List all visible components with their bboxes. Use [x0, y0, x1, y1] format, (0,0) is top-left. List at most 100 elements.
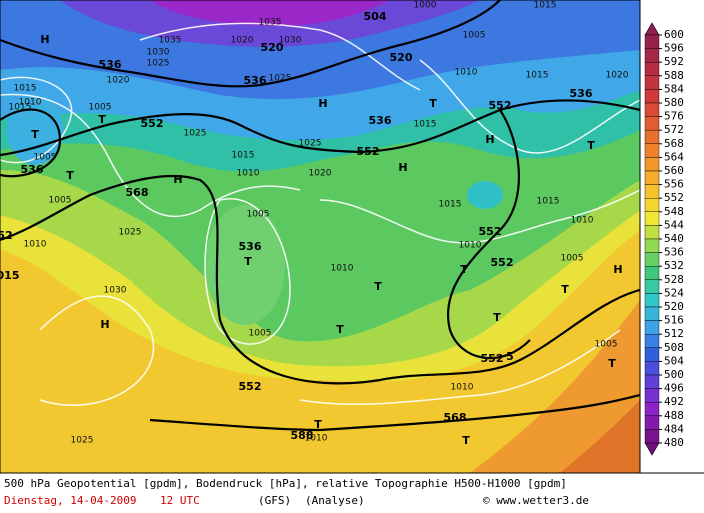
map-label: 1005: [247, 210, 270, 220]
map-label: 1025: [299, 139, 322, 149]
scale-label: 524: [664, 286, 684, 299]
map-label: 552: [239, 380, 262, 393]
map-label: 1015: [439, 200, 462, 210]
map-label: T: [374, 280, 382, 293]
map-label: T: [314, 418, 322, 431]
scale-band: [644, 293, 660, 308]
scale-band: [644, 361, 660, 376]
map-label: H: [485, 133, 494, 146]
map-label: 1010: [305, 434, 328, 444]
scale-label: 508: [664, 341, 684, 354]
map-label: 1030: [279, 36, 302, 46]
map-label: T: [244, 255, 252, 268]
map-label: 568: [444, 411, 467, 424]
map-label: 520: [261, 41, 284, 54]
scale-label: 484: [664, 422, 684, 435]
map-label: 1020: [606, 71, 629, 81]
map-label: 1005: [34, 153, 57, 163]
map-label: T: [460, 263, 468, 276]
footer-copyright: © www.wetter3.de: [483, 494, 589, 507]
scale-label: 556: [664, 178, 684, 191]
map-label: 015: [0, 269, 19, 282]
map-label: 536: [369, 114, 392, 127]
scale-band: [644, 211, 660, 226]
scale-band: [644, 347, 660, 362]
map-label: T: [31, 128, 39, 141]
scale-label: 588: [664, 69, 684, 82]
map-label: 1015: [526, 71, 549, 81]
scale-label: 548: [664, 205, 684, 218]
scale-band: [644, 402, 660, 417]
scale-band: [644, 48, 660, 63]
scale-arrow-bottom: [644, 442, 660, 456]
scale-label: 544: [664, 218, 684, 231]
scale-band: [644, 388, 660, 403]
scale-band: [644, 184, 660, 199]
map-label: 552: [481, 352, 504, 365]
map-label: 1005: [89, 103, 112, 113]
scale-band: [644, 415, 660, 430]
scale-label: 584: [664, 82, 684, 95]
scale-band: [644, 252, 660, 267]
map-label: 1020: [309, 169, 332, 179]
footer-time: 12 UTC: [160, 494, 200, 507]
map-label: 588: [291, 429, 314, 442]
map-label: 1015: [534, 1, 557, 11]
map-label: 1025: [119, 228, 142, 238]
scale-band: [644, 62, 660, 77]
scale-label: 596: [664, 42, 684, 55]
scale-label: 572: [664, 123, 684, 136]
scale-label: 564: [664, 150, 684, 163]
scale-band: [644, 225, 660, 240]
map-label: 1015: [232, 151, 255, 161]
map-label: T: [31, 128, 39, 141]
scale-band: [644, 429, 660, 444]
scale-band: [644, 266, 660, 281]
map-label: 552: [489, 99, 512, 112]
scale-band: [644, 102, 660, 117]
map-label: 1010: [571, 216, 594, 226]
map-label: 1005: [249, 329, 272, 339]
footer-date: Dienstag, 14-04-2009: [4, 494, 136, 507]
scale-label: 580: [664, 96, 684, 109]
map-label: 1005: [463, 31, 486, 41]
scale-label: 516: [664, 314, 684, 327]
map-label: 1015: [14, 84, 37, 94]
scale-band: [644, 143, 660, 158]
map-label: T: [429, 97, 437, 110]
map-label: 1030: [104, 286, 127, 296]
scale-label: 536: [664, 246, 684, 259]
map-label: 1025: [184, 129, 207, 139]
scale-label: 520: [664, 300, 684, 313]
map-label: 552: [479, 225, 502, 238]
map-label: 504: [364, 10, 387, 23]
scale-label: 488: [664, 409, 684, 422]
scale-band: [644, 238, 660, 253]
map-label: 1010: [455, 68, 478, 78]
map-label: 1010: [24, 240, 47, 250]
map-label: H: [398, 161, 407, 174]
map-label: 1005: [595, 340, 618, 350]
map-label: 52: [0, 229, 13, 242]
scale-label: 600: [664, 28, 684, 41]
scale-band: [644, 320, 660, 335]
scale-label: 480: [664, 436, 684, 449]
scale-band: [644, 89, 660, 104]
scale-label: 568: [664, 137, 684, 150]
map-label: 552: [141, 117, 164, 130]
map-label: H: [318, 97, 327, 110]
map-label: 1015: [414, 120, 437, 130]
scale-label: 528: [664, 273, 684, 286]
scale-band: [644, 197, 660, 212]
map-label: 1005: [49, 196, 72, 206]
map-label: 1010: [237, 169, 260, 179]
map-label: T: [587, 139, 595, 152]
map-label: 1020: [231, 36, 254, 46]
map-label: H: [613, 263, 622, 276]
scale-label: 512: [664, 327, 684, 340]
map-label: T: [66, 169, 74, 182]
scale-label: 552: [664, 191, 684, 204]
map-label: T: [608, 357, 616, 370]
scale-label: 504: [664, 354, 684, 367]
